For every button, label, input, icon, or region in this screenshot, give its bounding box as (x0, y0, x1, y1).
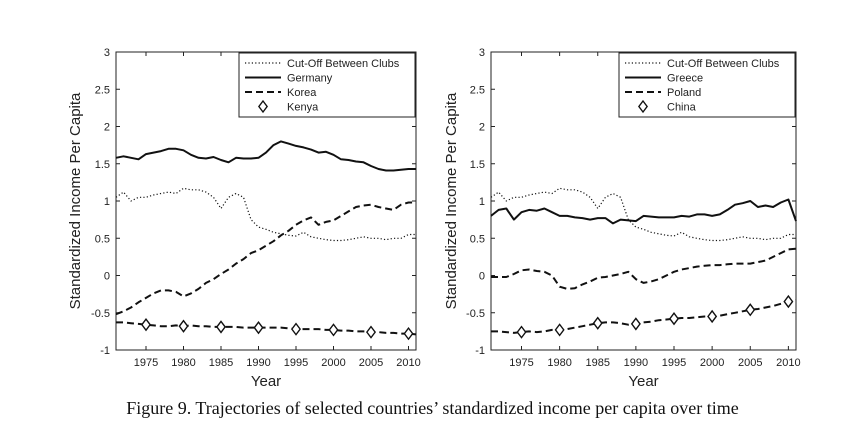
x-tick-label: 2005 (359, 357, 383, 369)
data-point-kenya (366, 325, 376, 339)
y-tick-label: 2.5 (95, 84, 110, 96)
y-tick-label: -1 (100, 345, 110, 357)
series-line-poland (491, 247, 797, 290)
legend-label-cut-off-between-clubs: Cut-Off Between Clubs (667, 58, 780, 70)
data-point-china (592, 316, 603, 330)
y-tick-label: -0.5 (91, 308, 110, 320)
x-axis-label: Year (628, 373, 658, 390)
y-axis-label: Standardized Income Per Capita (67, 92, 84, 309)
legend-marker-kenya (258, 99, 268, 114)
y-tick-label: 0.5 (95, 233, 110, 245)
data-point-china (783, 294, 794, 309)
data-point-kenya (291, 322, 301, 336)
legend-label-poland: Poland (667, 87, 701, 99)
legend: Cut-Off Between Clubs Greece Poland China (618, 52, 796, 118)
x-axis-label: Year (251, 373, 281, 390)
y-tick-label: 3 (479, 47, 485, 59)
data-point-kenya (141, 318, 151, 332)
series-line-china (491, 299, 797, 334)
y-axis-label: Standardized Income Per Capita (443, 92, 460, 309)
figure-caption: Figure 9. Trajectories of selected count… (126, 398, 739, 418)
x-tick-label: 1980 (547, 357, 571, 369)
y-tick-label: -1 (475, 345, 485, 357)
data-point-kenya (216, 320, 226, 334)
data-point-kenya (328, 323, 339, 337)
x-tick-label: 2000 (321, 357, 345, 369)
series-line-cut-off-between-clubs (115, 187, 416, 242)
x-tick-label: 2000 (700, 357, 724, 369)
series-line-germany (115, 140, 416, 172)
x-tick-label: 1995 (662, 357, 686, 369)
y-tick-label: 1 (104, 196, 110, 208)
y-tick-label: 1.5 (470, 159, 485, 171)
y-tick-label: 2 (479, 122, 485, 134)
data-point-kenya (253, 320, 264, 335)
y-tick-label: 0 (104, 271, 110, 283)
y-tick-label: 3 (104, 47, 110, 59)
x-tick-label: 1995 (284, 357, 308, 369)
x-tick-label: 1975 (134, 357, 158, 369)
series-line-cut-off-between-clubs (490, 187, 796, 242)
x-tick-label: 1990 (246, 357, 270, 369)
data-point-china (630, 317, 641, 331)
x-tick-label: 1985 (586, 357, 610, 369)
legend-label-korea: Korea (287, 87, 317, 99)
legend: Cut-Off Between Clubs Germany Korea Kenya (238, 52, 416, 118)
legend-marker-china (638, 99, 648, 114)
x-tick-label: 2010 (396, 357, 420, 369)
x-tick-label: 2005 (738, 357, 762, 369)
y-tick-label: 1 (479, 196, 485, 208)
x-tick-label: 1975 (509, 357, 533, 369)
data-point-kenya (403, 326, 414, 341)
y-tick-label: 2.5 (470, 84, 485, 96)
data-point-china (669, 312, 679, 326)
data-point-kenya (178, 319, 189, 333)
legend-label-kenya: Kenya (287, 102, 319, 114)
x-tick-label: 1990 (624, 357, 648, 369)
data-point-china (707, 309, 718, 324)
legend-box (618, 52, 796, 118)
legend-label-greece: Greece (667, 73, 703, 85)
legend-label-china: China (667, 102, 697, 114)
y-tick-label: 2 (104, 122, 110, 134)
data-point-china (516, 325, 527, 339)
chart-panel-2: -1 -0.5 0 0.5 1 1.5 2 2.5 3 1975 1980 1985 1990 1995 2… (443, 47, 801, 390)
legend-label-cut-off-between-clubs: Cut-Off Between Clubs (287, 58, 400, 70)
x-tick-label: 1985 (209, 357, 233, 369)
series-line-greece (490, 198, 797, 225)
legend-label-germany: Germany (287, 73, 333, 85)
x-tick-label: 2010 (776, 357, 800, 369)
chart-panel-1: -1 -0.5 0 0.5 1 1.5 2 2.5 3 1975 1980 1985 1990 1995 2… (67, 47, 421, 390)
x-tick-label: 1980 (171, 357, 195, 369)
series-line-kenya (116, 321, 417, 336)
y-tick-label: 0 (479, 271, 485, 283)
y-tick-label: 1.5 (95, 159, 110, 171)
data-point-china (745, 303, 756, 317)
data-point-china (554, 323, 565, 337)
y-tick-label: 0.5 (470, 233, 485, 245)
y-tick-label: -0.5 (466, 308, 485, 320)
series-line-korea (115, 201, 416, 316)
legend-box (238, 52, 416, 118)
